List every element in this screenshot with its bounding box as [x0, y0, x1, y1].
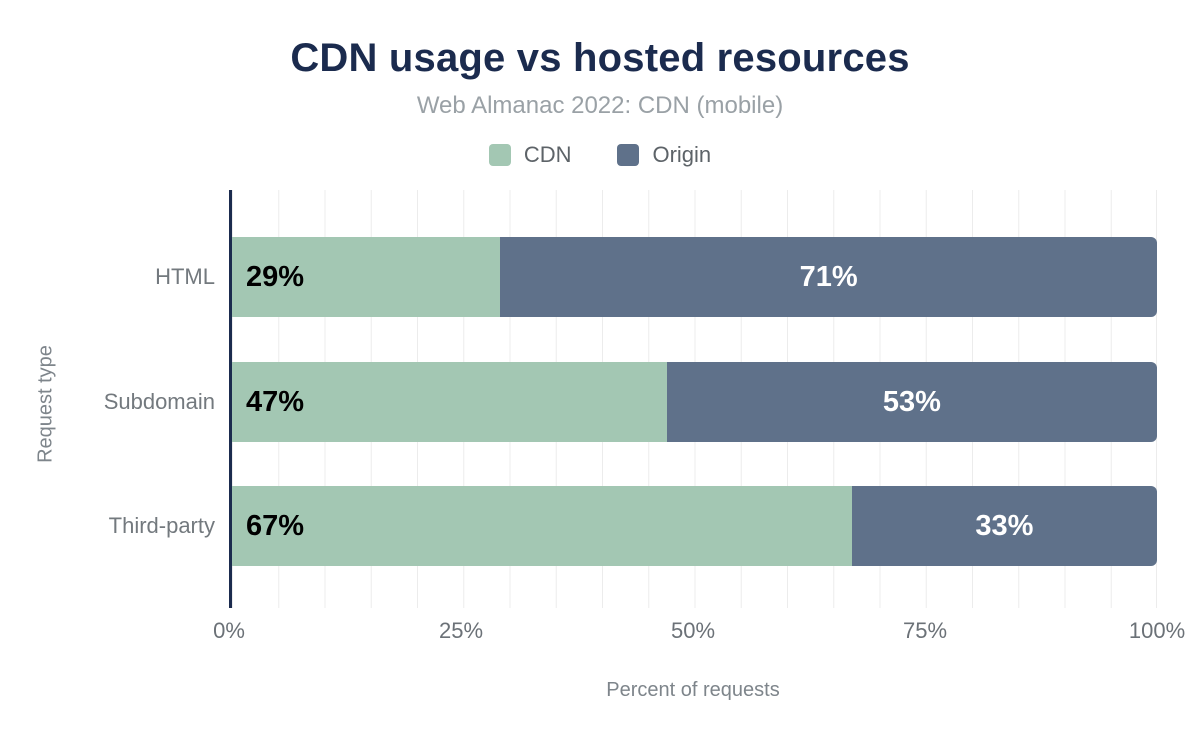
bar-value-label: 71%	[799, 260, 858, 293]
bar-row-subdomain: 47% 53%	[232, 362, 1157, 442]
legend-swatch-icon	[617, 144, 640, 166]
x-tick-label: 25%	[438, 618, 484, 643]
chart-subtitle: Web Almanac 2022: CDN (mobile)	[416, 92, 784, 119]
legend-label: Origin	[652, 142, 712, 167]
x-axis-title: Percent of requests	[606, 679, 780, 701]
x-tick-label: 100%	[1128, 618, 1186, 643]
bar-segment-origin[interactable]: 71%	[500, 237, 1157, 317]
legend: CDN Origin	[0, 142, 1200, 168]
category-label: HTML	[155, 264, 215, 289]
bar-segment-cdn[interactable]: 47%	[232, 362, 667, 442]
x-axis-ticks: 0% 25% 50% 75% 100%	[213, 618, 1185, 646]
bar-value-label: 33%	[975, 509, 1034, 542]
legend-label: CDN	[523, 142, 572, 167]
plot-area: 29% 71% 47% 53% 67% 33%	[229, 190, 1157, 608]
bar-value-label: 29%	[246, 260, 305, 293]
legend-item-origin[interactable]: Origin	[617, 142, 711, 168]
bar-value-label: 67%	[246, 509, 305, 542]
x-tick-label: 75%	[902, 618, 948, 643]
bar-segment-origin[interactable]: 33%	[851, 486, 1157, 566]
bar-segment-cdn[interactable]: 67%	[232, 486, 852, 566]
legend-item-cdn[interactable]: CDN	[488, 142, 572, 168]
bar-segment-origin[interactable]: 53%	[666, 362, 1157, 442]
bar-value-label: 47%	[246, 385, 305, 418]
bar-value-label: 53%	[882, 385, 941, 418]
bar-segment-cdn[interactable]: 29%	[232, 237, 501, 317]
x-tick-label: 50%	[670, 618, 716, 643]
bar-row-html: 29% 71%	[232, 237, 1157, 317]
legend-swatch-icon	[488, 144, 511, 166]
category-label: Third-party	[108, 513, 215, 538]
category-label: Subdomain	[103, 389, 215, 414]
bar-row-third-party: 67% 33%	[232, 486, 1157, 566]
chart-title: CDN usage vs hosted resources	[290, 36, 910, 80]
x-tick-label: 0%	[213, 618, 245, 643]
